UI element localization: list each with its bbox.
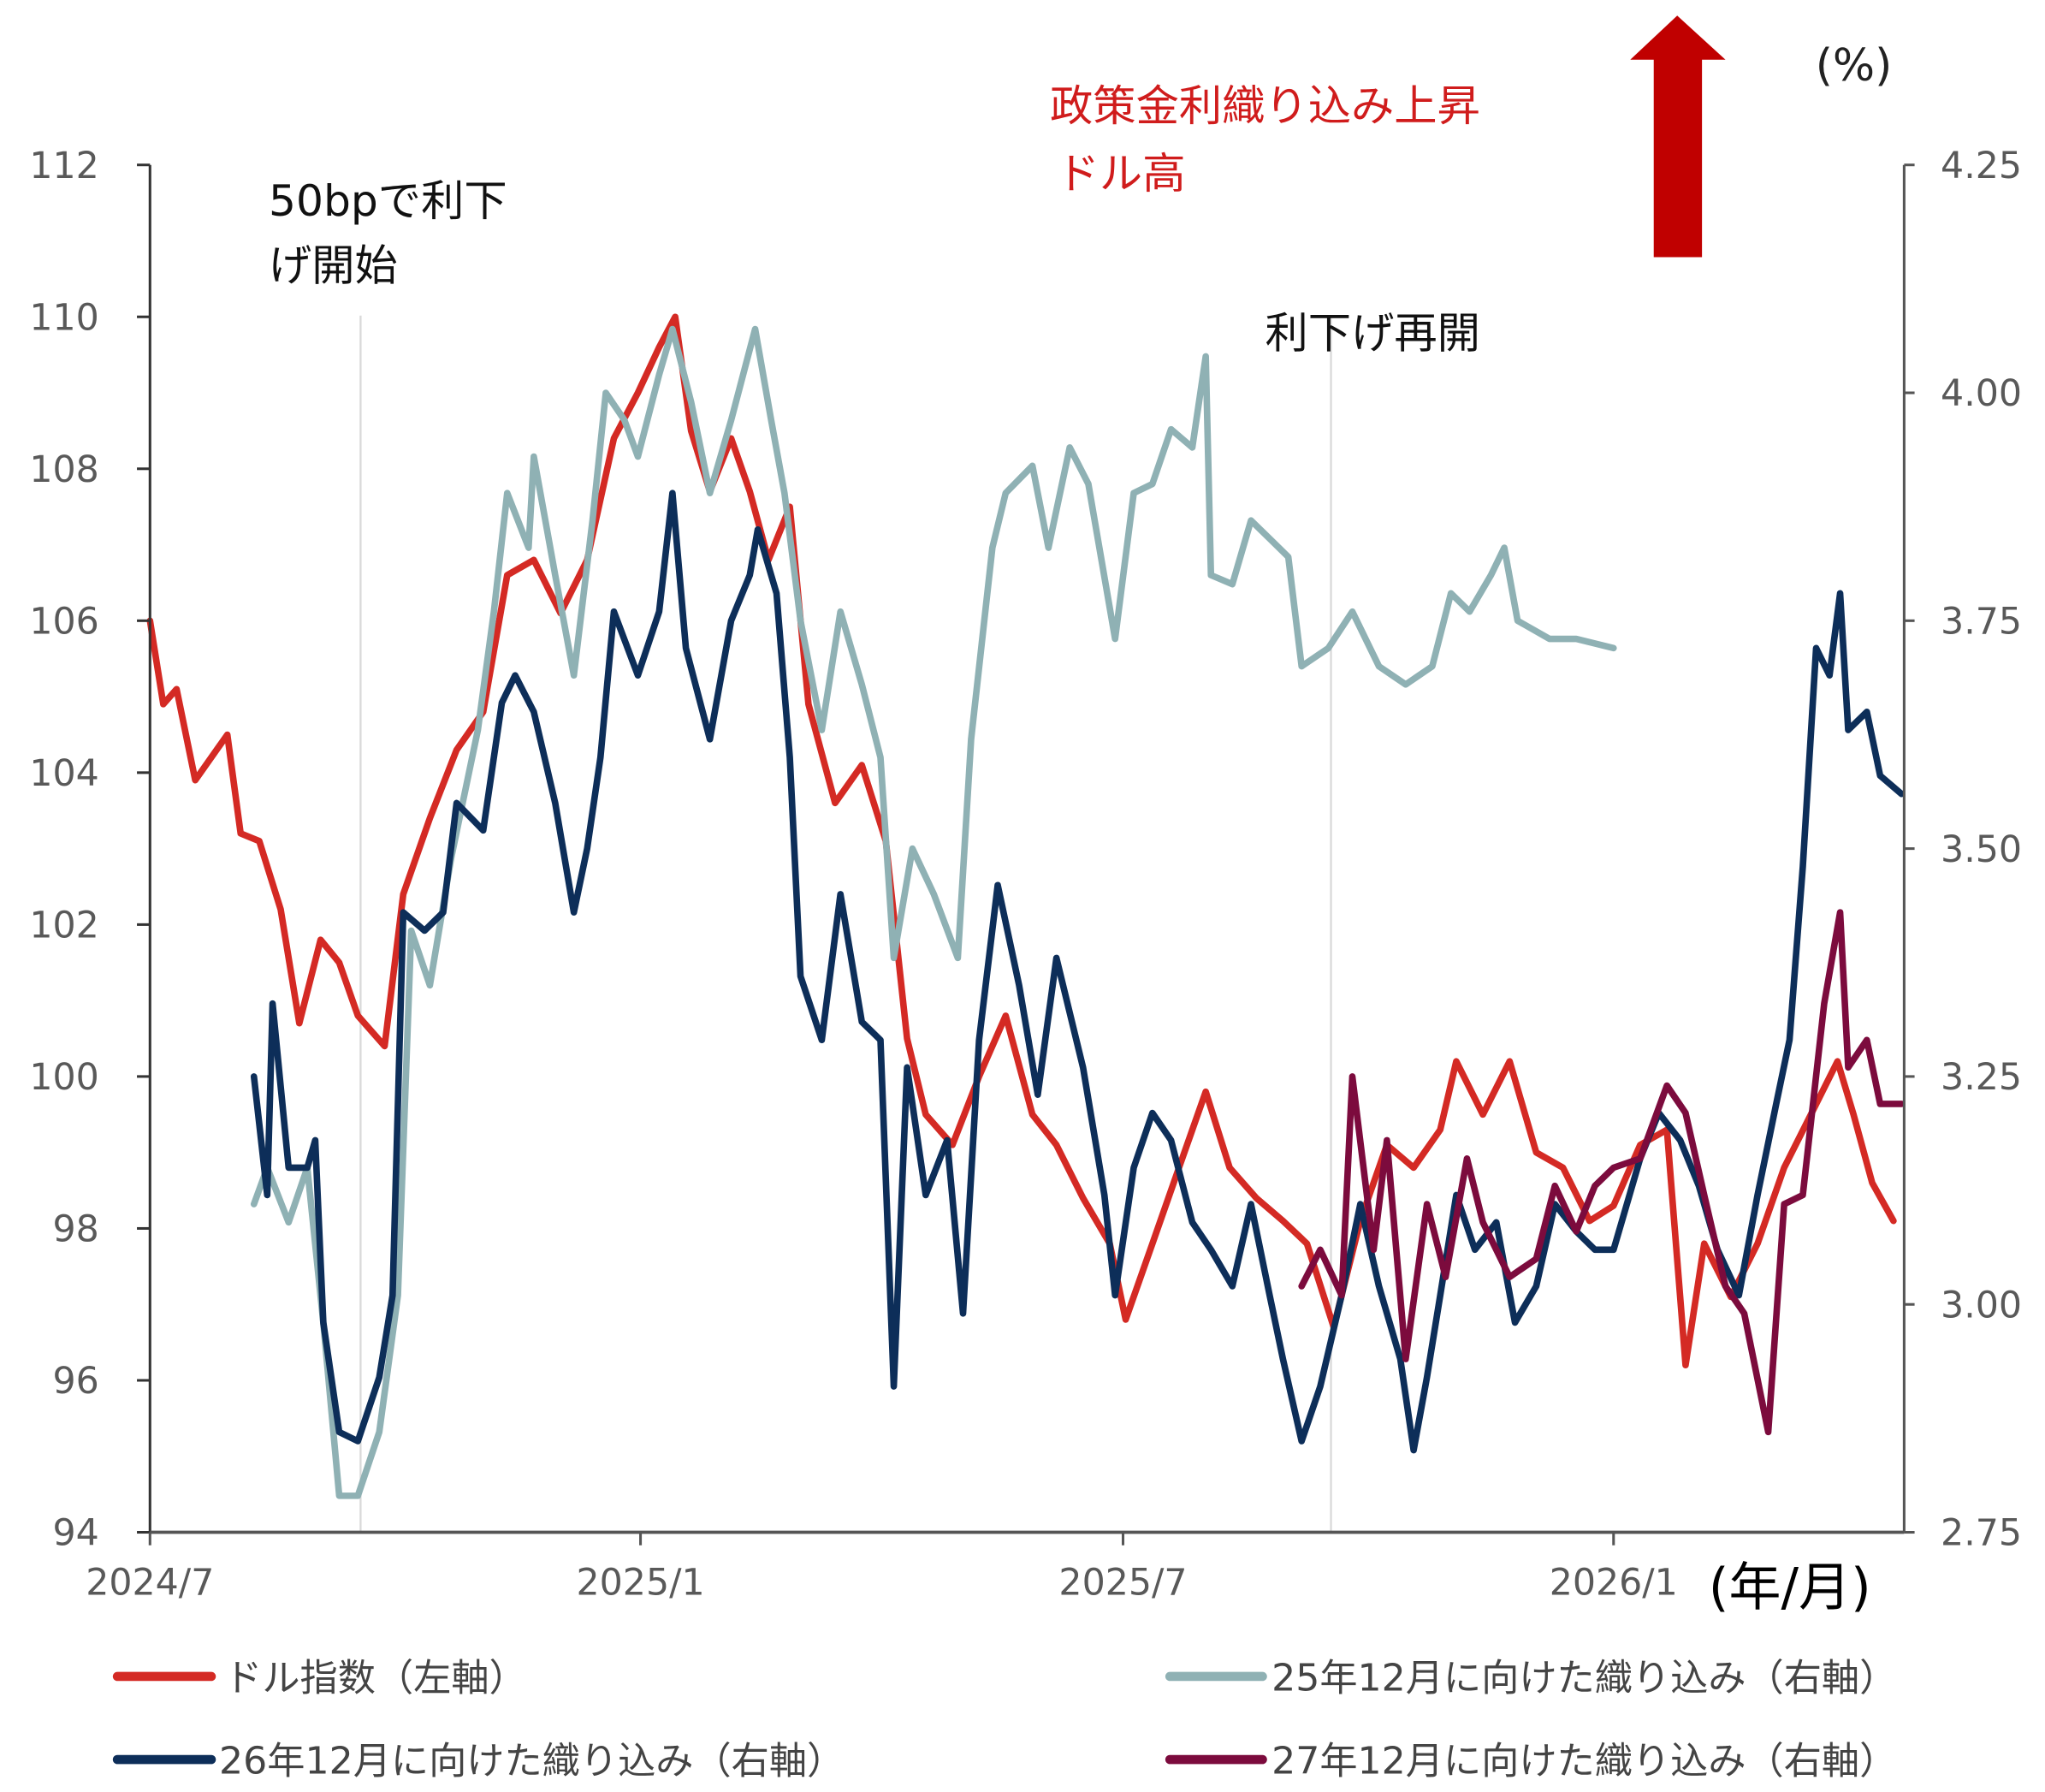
left-tick-label: 108 xyxy=(29,448,98,491)
up-arrow-icon xyxy=(1630,15,1726,258)
series-line-2 xyxy=(250,490,1906,1454)
left-tick-label: 102 xyxy=(29,905,98,947)
x-tick-label: 2025/7 xyxy=(1058,1561,1187,1604)
left-tick-label: 100 xyxy=(29,1056,98,1099)
legend: ドル指数（左軸） 25年12月に向けた織り込み（右軸） 26年12月に向けた織り… xyxy=(112,1657,1897,1783)
cut-resume-label: 利下げ再開 xyxy=(1266,308,1480,359)
left-tick-label: 112 xyxy=(29,145,98,187)
legend-label-dec26: 26年12月に向けた織り込み（右軸） xyxy=(219,1740,845,1783)
right-tick-label: 3.50 xyxy=(1941,828,2022,871)
legend-label-dec25: 25年12月に向けた織り込み（右軸） xyxy=(1271,1657,1897,1700)
left-tick-label: 98 xyxy=(53,1208,99,1251)
cut-start-label-line1: 50bpで利下 xyxy=(269,175,507,226)
left-tick-label: 96 xyxy=(53,1360,99,1403)
x-tick-label: 2025/1 xyxy=(576,1561,704,1604)
series-line-0 xyxy=(146,313,1897,1369)
right-tick-label: 3.00 xyxy=(1941,1284,2022,1326)
right-tick-label: 2.75 xyxy=(1941,1512,2022,1555)
left-tick-label: 104 xyxy=(29,752,98,795)
legend-label-dec27: 27年12月に向けた織り込み（右軸） xyxy=(1271,1740,1897,1783)
series-line-1 xyxy=(250,325,1617,1499)
right-axis-unit: (%) xyxy=(1816,40,1893,92)
right-tick-label: 3.25 xyxy=(1941,1056,2022,1099)
legend-label-dollar-index: ドル指数（左軸） xyxy=(224,1657,527,1700)
x-tick-label: 2026/1 xyxy=(1550,1561,1678,1604)
arrow-label-line1: 政策金利織り込み上昇 xyxy=(1050,80,1480,131)
cut-start-label-line2: げ開始 xyxy=(269,240,398,291)
left-tick-label: 106 xyxy=(29,601,98,644)
x-axis-unit: (年/月) xyxy=(1709,1558,1871,1618)
series-line-3 xyxy=(1298,909,1906,1436)
arrow-label-line2: ドル高 xyxy=(1057,148,1186,199)
right-tick-label: 4.00 xyxy=(1941,372,2022,415)
x-tick-label: 2024/7 xyxy=(86,1561,214,1604)
right-tick-label: 4.25 xyxy=(1941,145,2022,187)
left-tick-label: 94 xyxy=(53,1512,99,1555)
left-tick-label: 110 xyxy=(29,297,98,340)
right-tick-label: 3.75 xyxy=(1941,601,2022,644)
